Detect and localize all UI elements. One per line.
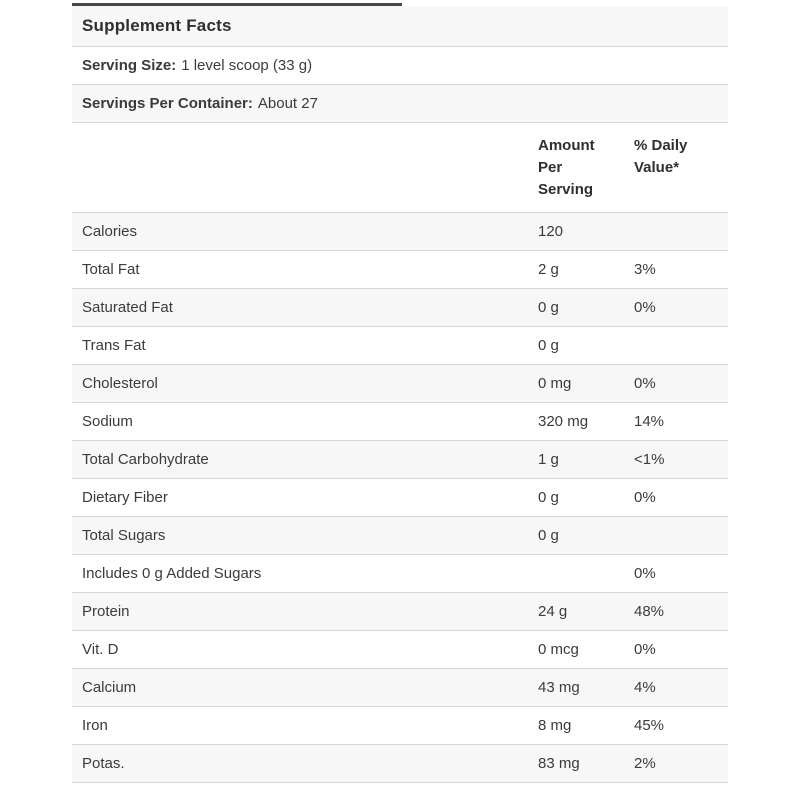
nutrient-name: Includes 0 g Added Sugars [82, 564, 262, 582]
nutrient-name: Total Sugars [82, 526, 166, 544]
serving-size-label: Serving Size: [82, 56, 177, 74]
nutrient-name: Total Carbohydrate [82, 450, 209, 468]
nutrient-name: Vit. D [82, 640, 119, 658]
table-row: Trans Fat 0 g [72, 327, 728, 365]
nutrient-amount: 0 mcg [538, 640, 579, 658]
nutrient-name: Calories [82, 222, 138, 240]
nutrient-name: Calcium [82, 678, 137, 696]
table-row: Includes 0 g Added Sugars 0% [72, 555, 728, 593]
nutrient-amount: 0 mg [538, 374, 572, 392]
table-row: Calcium 43 mg 4% [72, 669, 728, 707]
column-header-amount: Amount Per Serving [538, 137, 595, 198]
nutrient-amount: 8 mg [538, 716, 572, 734]
nutrient-name: Sodium [82, 412, 133, 430]
column-header-daily-value: % Daily Value* [634, 137, 688, 176]
title-row: Supplement Facts [72, 6, 728, 47]
nutrient-amount: 320 mg [538, 412, 589, 430]
nutrient-amount: 43 mg [538, 678, 580, 696]
table-row: Calories 120 [72, 213, 728, 251]
servings-per-container-label: Servings Per Container: [82, 94, 253, 112]
column-header-row: Amount Per Serving % Daily Value* [72, 123, 728, 213]
table-row: Potas. 83 mg 2% [72, 745, 728, 783]
table-row: Total Carbohydrate 1 g <1% [72, 441, 728, 479]
nutrient-daily-value: 0% [634, 374, 656, 392]
table-row: Sodium 320 mg 14% [72, 403, 728, 441]
nutrient-amount: 120 [538, 222, 564, 240]
nutrient-name: Trans Fat [82, 336, 146, 354]
table-row: Protein 24 g 48% [72, 593, 728, 631]
table-row: Iron 8 mg 45% [72, 707, 728, 745]
table-row: Saturated Fat 0 g 0% [72, 289, 728, 327]
nutrient-name: Cholesterol [82, 374, 158, 392]
nutrient-daily-value: 45% [634, 716, 665, 734]
table-row: Vit. D 0 mcg 0% [72, 631, 728, 669]
nutrient-name: Iron [82, 716, 108, 734]
nutrient-amount: 0 g [538, 526, 559, 544]
nutrient-amount: 0 g [538, 298, 559, 316]
nutrient-amount: 0 g [538, 336, 559, 354]
nutrient-amount: 0 g [538, 488, 559, 506]
nutrient-daily-value: 0% [634, 564, 656, 582]
nutrient-daily-value: <1% [634, 450, 665, 468]
nutrient-name: Dietary Fiber [82, 488, 168, 506]
serving-size-row: Serving Size: 1 level scoop (33 g) [72, 47, 728, 85]
supplement-facts-table: Supplement Facts Serving Size: 1 level s… [72, 3, 728, 783]
nutrient-daily-value: 3% [634, 260, 656, 278]
nutrient-rows: Calories 120 Total Fat 2 g 3% Saturated … [72, 213, 728, 783]
nutrient-amount: 1 g [538, 450, 559, 468]
nutrient-daily-value: 2% [634, 754, 656, 772]
nutrient-daily-value: 14% [634, 412, 665, 430]
nutrient-daily-value: 4% [634, 678, 656, 696]
nutrient-name: Protein [82, 602, 130, 620]
nutrient-amount: 24 g [538, 602, 568, 620]
table-row: Cholesterol 0 mg 0% [72, 365, 728, 403]
servings-per-container-value: About 27 [257, 94, 318, 112]
nutrient-daily-value: 0% [634, 640, 656, 658]
table-row: Total Fat 2 g 3% [72, 251, 728, 289]
nutrient-name: Potas. [82, 754, 125, 772]
nutrient-daily-value: 0% [634, 298, 656, 316]
nutrient-amount: 83 mg [538, 754, 580, 772]
table-top-border [72, 3, 402, 6]
nutrient-amount: 2 g [538, 260, 559, 278]
servings-per-container-row: Servings Per Container: About 27 [72, 85, 728, 123]
page-title: Supplement Facts [82, 15, 232, 35]
serving-size-value: 1 level scoop (33 g) [181, 56, 313, 74]
nutrient-daily-value: 0% [634, 488, 656, 506]
table-row: Total Sugars 0 g [72, 517, 728, 555]
nutrient-daily-value: 48% [634, 602, 665, 620]
nutrient-name: Total Fat [82, 260, 140, 278]
table-row: Dietary Fiber 0 g 0% [72, 479, 728, 517]
nutrient-name: Saturated Fat [82, 298, 173, 316]
